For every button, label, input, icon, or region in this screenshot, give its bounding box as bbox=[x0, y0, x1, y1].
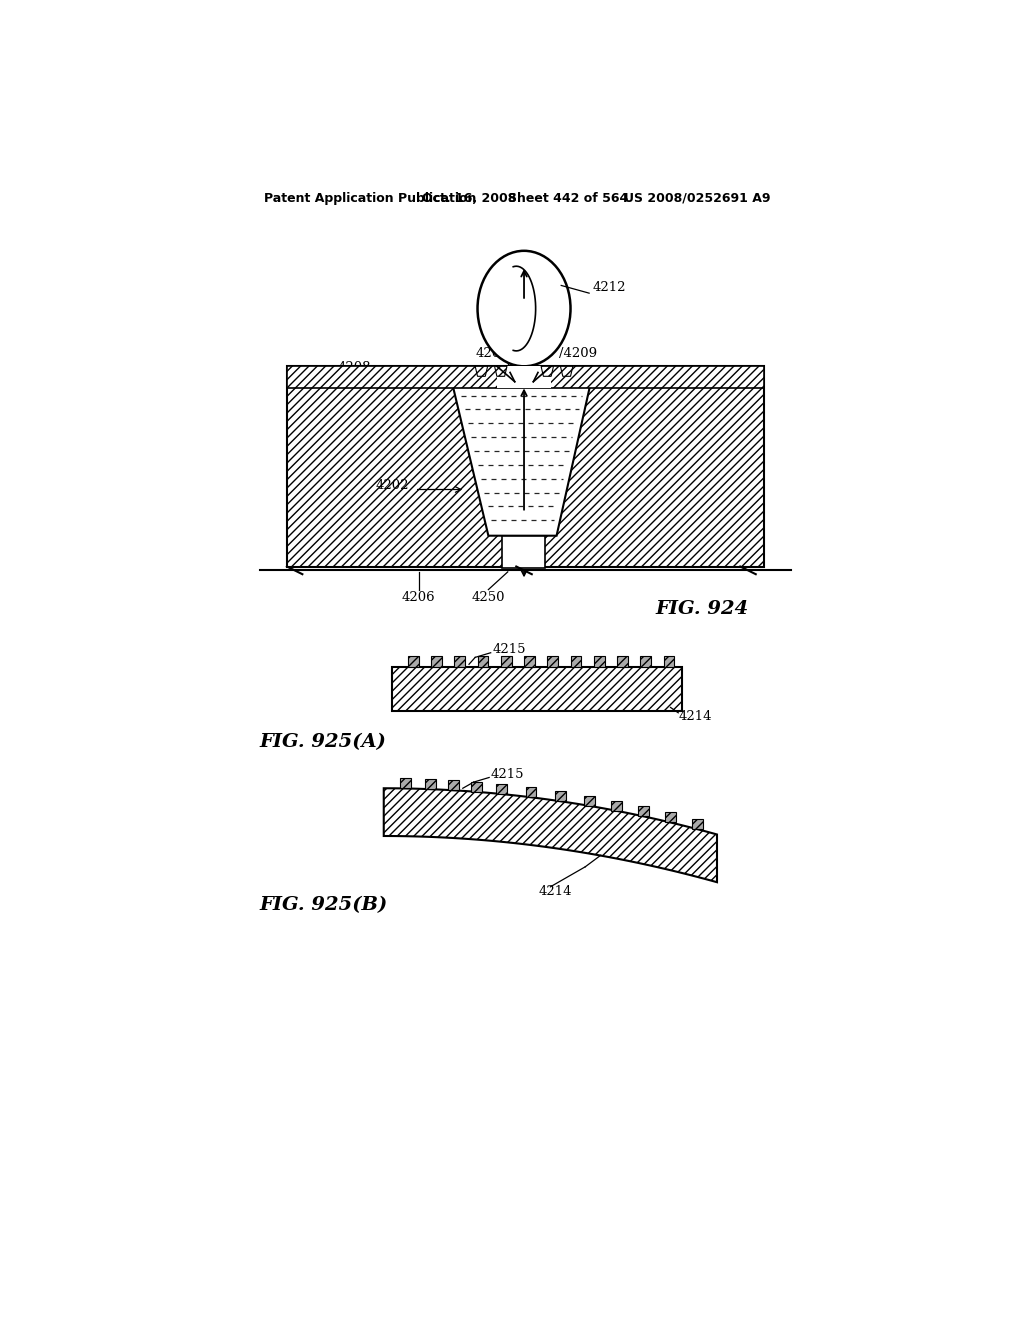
Polygon shape bbox=[503, 536, 545, 568]
Polygon shape bbox=[425, 779, 435, 789]
Text: US 2008/0252691 A9: US 2008/0252691 A9 bbox=[624, 191, 770, 205]
Polygon shape bbox=[287, 367, 764, 388]
Text: 4215: 4215 bbox=[493, 643, 525, 656]
Polygon shape bbox=[665, 812, 676, 822]
Polygon shape bbox=[475, 367, 487, 376]
Polygon shape bbox=[664, 656, 675, 667]
Polygon shape bbox=[594, 656, 604, 667]
Text: /4209: /4209 bbox=[559, 347, 597, 360]
Polygon shape bbox=[449, 780, 459, 791]
Polygon shape bbox=[555, 791, 566, 801]
Polygon shape bbox=[525, 787, 537, 797]
Polygon shape bbox=[541, 367, 554, 376]
Polygon shape bbox=[496, 784, 507, 795]
Polygon shape bbox=[431, 656, 442, 667]
Ellipse shape bbox=[477, 251, 570, 367]
Polygon shape bbox=[570, 656, 582, 667]
Polygon shape bbox=[497, 367, 551, 388]
Polygon shape bbox=[640, 656, 651, 667]
Polygon shape bbox=[408, 656, 419, 667]
Polygon shape bbox=[471, 781, 482, 792]
Text: 4215: 4215 bbox=[490, 768, 524, 781]
Polygon shape bbox=[611, 801, 622, 810]
Text: 4206: 4206 bbox=[401, 591, 435, 603]
Polygon shape bbox=[501, 656, 512, 667]
Polygon shape bbox=[495, 367, 507, 376]
Polygon shape bbox=[524, 656, 535, 667]
Text: 4212: 4212 bbox=[593, 281, 627, 294]
Text: 4203: 4203 bbox=[476, 347, 509, 360]
Polygon shape bbox=[692, 820, 703, 829]
Text: Patent Application Publication: Patent Application Publication bbox=[263, 191, 476, 205]
Text: FIG. 924: FIG. 924 bbox=[655, 599, 749, 618]
Polygon shape bbox=[455, 656, 465, 667]
Polygon shape bbox=[584, 796, 595, 805]
Polygon shape bbox=[384, 788, 717, 882]
Text: FIG. 925(B): FIG. 925(B) bbox=[260, 896, 388, 915]
Polygon shape bbox=[400, 779, 411, 788]
Text: 4250: 4250 bbox=[472, 591, 505, 603]
Polygon shape bbox=[547, 656, 558, 667]
Text: 4214: 4214 bbox=[678, 710, 712, 723]
Text: FIG. 925(A): FIG. 925(A) bbox=[260, 733, 387, 751]
Polygon shape bbox=[477, 656, 488, 667]
Polygon shape bbox=[287, 367, 764, 566]
Polygon shape bbox=[638, 807, 649, 816]
Text: 4214: 4214 bbox=[539, 884, 572, 898]
Polygon shape bbox=[391, 667, 682, 711]
Text: 4208: 4208 bbox=[337, 362, 371, 375]
Text: 4202: 4202 bbox=[376, 479, 410, 492]
Text: Oct. 16, 2008: Oct. 16, 2008 bbox=[423, 191, 517, 205]
Text: Sheet 442 of 564: Sheet 442 of 564 bbox=[508, 191, 628, 205]
Polygon shape bbox=[560, 367, 572, 376]
Polygon shape bbox=[617, 656, 628, 667]
Polygon shape bbox=[450, 372, 593, 536]
